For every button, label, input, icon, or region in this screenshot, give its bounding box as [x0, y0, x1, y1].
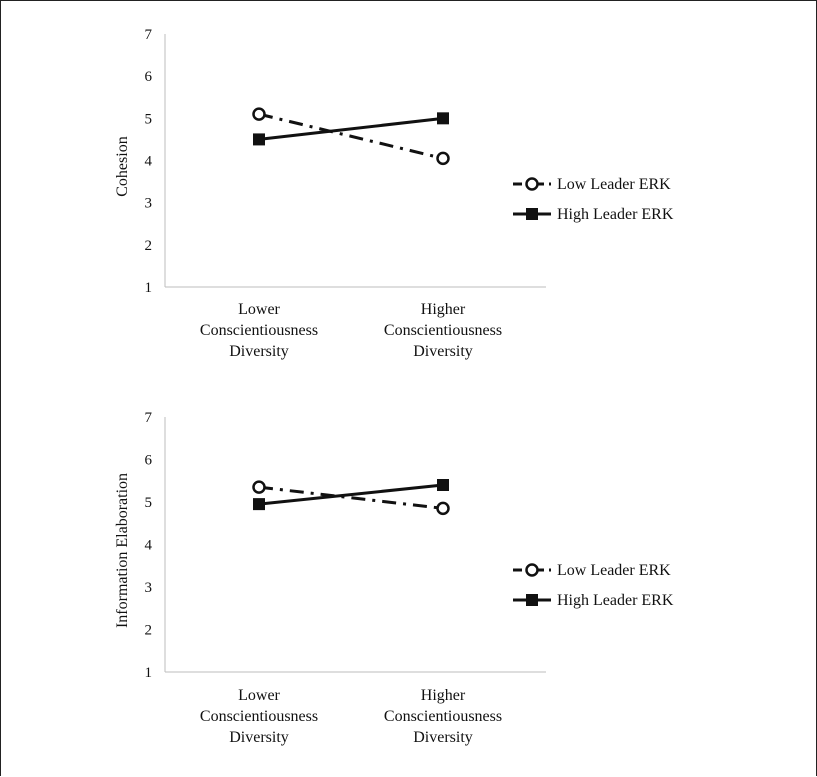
- series-line: [258, 483, 444, 506]
- y-tick-label: 4: [145, 154, 153, 170]
- series-point: [436, 151, 450, 166]
- y-tick-label: 3: [145, 580, 153, 596]
- series-point: [437, 479, 449, 491]
- y-tick-label: 6: [145, 69, 153, 85]
- x-category-label: Higher Conscientiousness Diversity: [384, 301, 502, 360]
- series-line: [258, 112, 444, 160]
- y-tick-label: 7: [145, 410, 153, 426]
- x-category-label-line: Conscientiousness: [200, 708, 318, 725]
- legend-marker: [526, 594, 538, 606]
- x-category-label-line: Conscientiousness: [384, 708, 502, 725]
- legend-label: High Leader ERK: [557, 592, 674, 609]
- legend-label: Low Leader ERK: [557, 562, 671, 579]
- y-tick-label: 2: [145, 238, 153, 254]
- x-category-label-line: Higher: [421, 687, 466, 704]
- y-tick-label: 1: [145, 280, 153, 296]
- y-tick-label: 3: [145, 196, 153, 212]
- y-tick-label: 7: [145, 27, 153, 43]
- x-category-label: Lower Conscientiousness Diversity: [200, 301, 318, 360]
- x-category-label-line: Diversity: [229, 729, 289, 746]
- legend-marker: [526, 208, 538, 220]
- y-tick-label: 5: [145, 111, 153, 127]
- x-category-label-line: Diversity: [413, 343, 473, 360]
- x-category-label-line: Lower: [238, 301, 280, 318]
- series-point: [253, 133, 265, 146]
- legend-marker: [525, 563, 539, 577]
- series-line: [258, 116, 444, 141]
- series-line: [258, 485, 444, 510]
- series-point: [252, 107, 266, 121]
- y-axis-title: Information Elaboration: [114, 473, 131, 628]
- series-point: [437, 112, 449, 125]
- x-category-label-line: Diversity: [229, 343, 289, 360]
- y-tick-label: 1: [145, 665, 153, 681]
- chart-panel-1: 1 2 3 4 5 6 7 Cohesion Lower Conscientiousness Div…: [114, 27, 674, 360]
- x-category-label-line: Diversity: [413, 729, 473, 746]
- legend-marker: [525, 177, 539, 191]
- y-tick-label: 2: [145, 623, 153, 639]
- y-tick-label: 6: [145, 453, 153, 469]
- legend-label: High Leader ERK: [557, 206, 674, 223]
- x-category-label: Higher Conscientiousness Diversity: [384, 687, 502, 746]
- x-category-label: Lower Conscientiousness Diversity: [200, 687, 318, 746]
- x-category-label-line: Conscientiousness: [200, 322, 318, 339]
- y-tick-label: 5: [145, 495, 153, 511]
- x-category-label-line: Higher: [421, 301, 466, 318]
- legend-label: Low Leader ERK: [557, 176, 671, 193]
- series-point: [252, 480, 266, 494]
- y-tick-label: 4: [145, 538, 153, 554]
- x-category-label-line: Lower: [238, 687, 280, 704]
- series-point: [436, 501, 450, 516]
- y-axis-title: Cohesion: [114, 136, 131, 196]
- x-category-label-line: Conscientiousness: [384, 322, 502, 339]
- chart-panel-2: 1 2 3 4 5 6 7 Information Elaboration Lower Consc…: [114, 410, 674, 746]
- series-point: [253, 498, 265, 511]
